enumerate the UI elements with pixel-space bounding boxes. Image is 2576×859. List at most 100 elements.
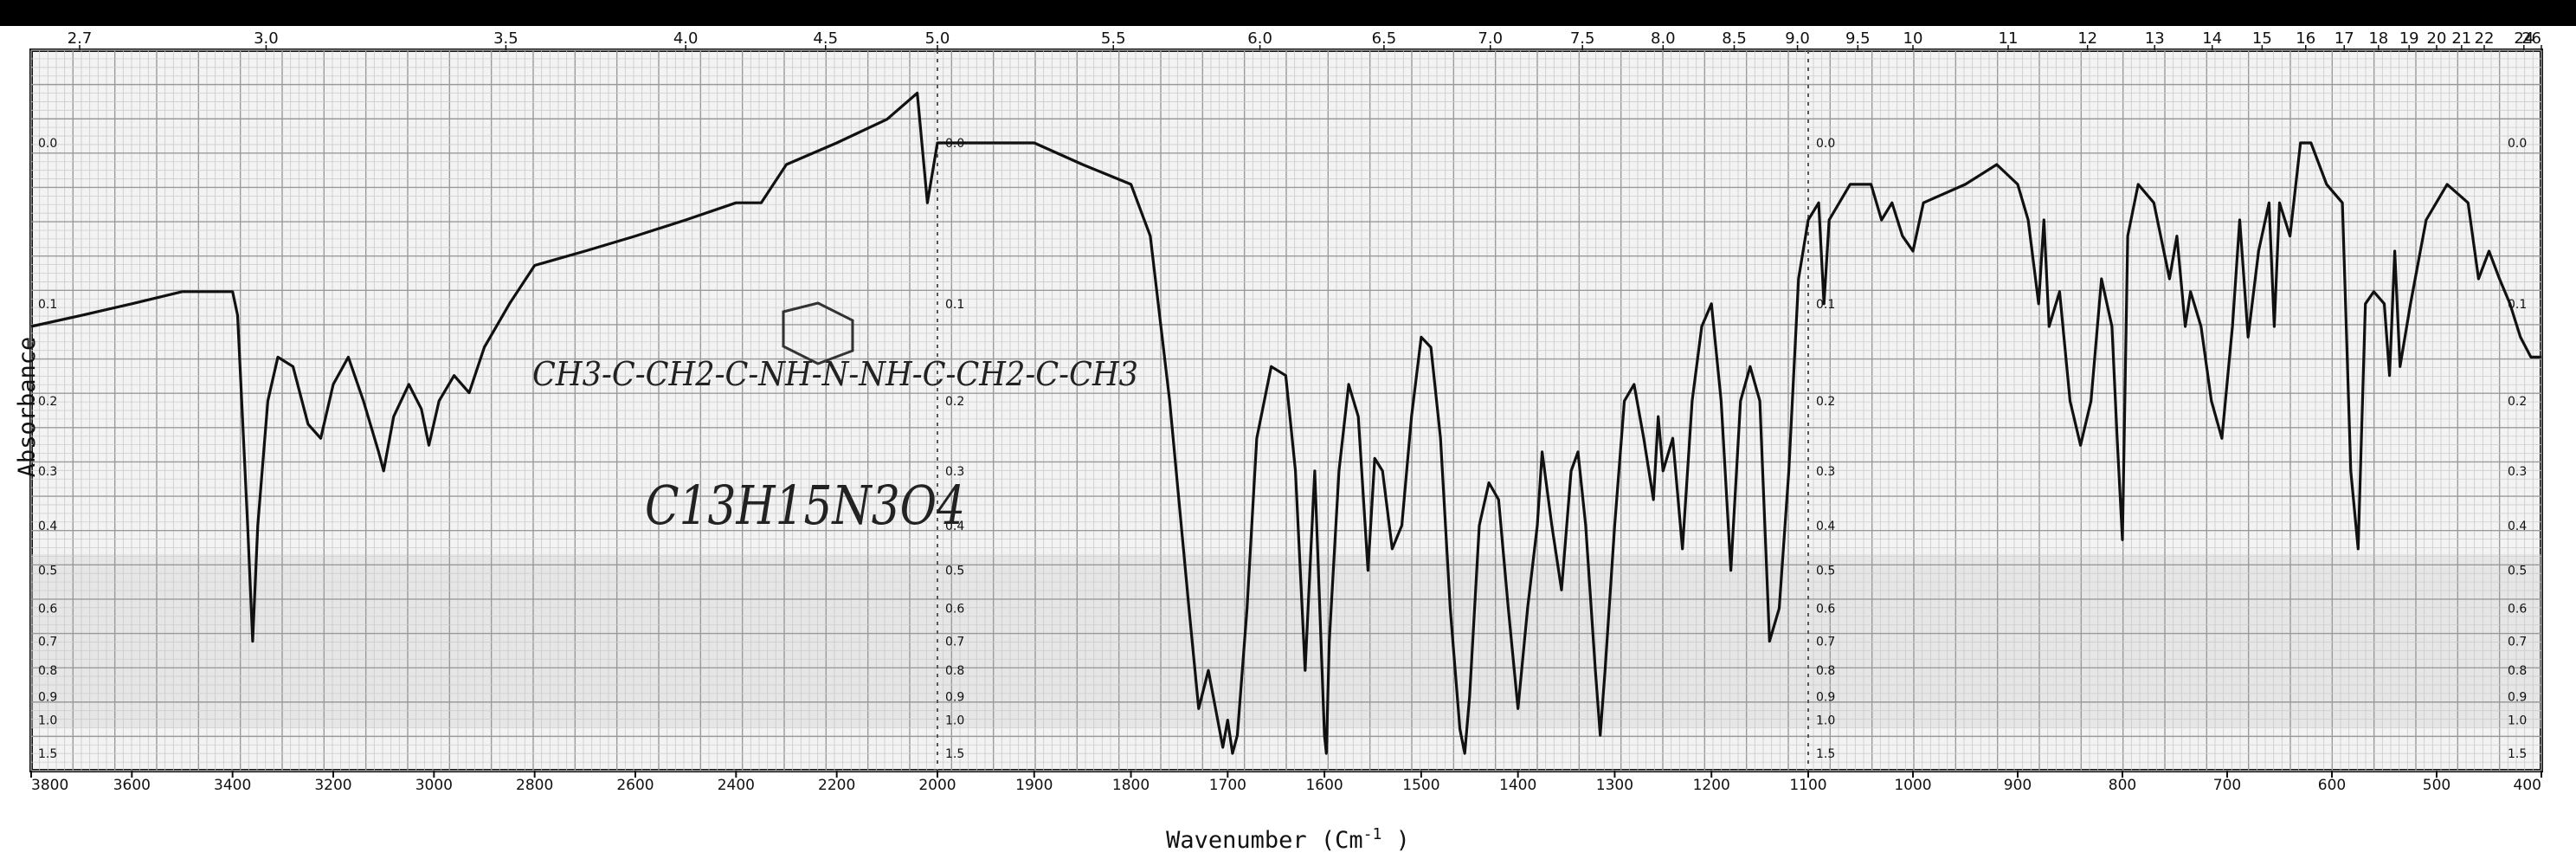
absorbance-tick-label: 0.3 bbox=[38, 465, 57, 479]
absorbance-tick-label: 1.0 bbox=[2508, 714, 2527, 728]
top-tick-label: 16 bbox=[2296, 29, 2315, 48]
absorbance-tick-label: 0.8 bbox=[945, 664, 964, 678]
top-tick-label: 4.0 bbox=[673, 29, 699, 48]
absorbance-tick-label: 0.9 bbox=[38, 690, 57, 704]
x-tick-label: 900 bbox=[2004, 777, 2032, 794]
top-tick-label: 14 bbox=[2202, 29, 2222, 48]
top-tick-label: 18 bbox=[2368, 29, 2388, 48]
absorbance-tick-label: 0.3 bbox=[2508, 465, 2527, 479]
top-tick-label: 5.5 bbox=[1101, 29, 1126, 48]
top-tick-label: 6.0 bbox=[1247, 29, 1272, 48]
absorbance-tick-label: 0.9 bbox=[1816, 690, 1835, 704]
x-axis-title: Wavenumber (Cm-1 ) bbox=[1166, 825, 1410, 855]
absorbance-tick-label: 1.0 bbox=[38, 714, 57, 728]
absorbance-tick-label: 0.2 bbox=[38, 395, 57, 409]
absorbance-tick-label: 0.7 bbox=[1816, 636, 1835, 649]
x-tick-label: 2000 bbox=[918, 777, 956, 794]
spectrum-line bbox=[30, 91, 2541, 755]
top-tick-label: 4.5 bbox=[813, 29, 838, 48]
absorbance-tick-labels: 0.0 0.1 0.2 0.3 0.4 0.5 0.6 0.7 0.8 0.9 1.0 1.5 0.0 0… bbox=[38, 137, 2527, 761]
x-tick-label: 1000 bbox=[1894, 777, 1931, 794]
x-tick-label: 2400 bbox=[718, 777, 755, 794]
top-tick-label: 12 bbox=[2077, 29, 2097, 48]
structure-annotation: CH3-C-CH2-C-NH-N-NH-C-CH2-C-CH3 C13H15N3… bbox=[532, 301, 1138, 537]
top-tick-label: 8.5 bbox=[1722, 29, 1747, 48]
absorbance-tick-label: 0.5 bbox=[1816, 565, 1835, 578]
x-tick-label: 1900 bbox=[1015, 777, 1053, 794]
top-tick-label: 21 bbox=[2451, 29, 2471, 48]
x-tick-label: 1400 bbox=[1499, 777, 1536, 794]
x-tick-label: 1700 bbox=[1209, 777, 1246, 794]
top-tick-label: 7.0 bbox=[1478, 29, 1503, 48]
x-tick-label: 2200 bbox=[818, 777, 855, 794]
absorbance-tick-label: 0.0 bbox=[1816, 137, 1835, 151]
absorbance-tick-label: 0.4 bbox=[945, 520, 964, 533]
bottom-wavenumber-axis: 3800 3600 3400 3200 3000 2800 2600 2400 2200 2000… bbox=[30, 771, 2542, 794]
x-tick-label: 1300 bbox=[1596, 777, 1633, 794]
top-tick-label: 10 bbox=[1903, 29, 1923, 48]
x-tick-label: 700 bbox=[2213, 777, 2241, 794]
top-tick-label: 3.5 bbox=[493, 29, 518, 48]
top-tick-label: 20 bbox=[2427, 29, 2447, 48]
x-tick-label: 3800 bbox=[31, 777, 68, 794]
top-tick-label: 2.7 bbox=[68, 29, 93, 48]
x-tick-label: 3200 bbox=[314, 777, 351, 794]
absorbance-tick-label: 1.5 bbox=[38, 747, 57, 761]
absorbance-tick-label: 0.9 bbox=[945, 690, 964, 704]
absorbance-tick-label: 0.6 bbox=[945, 602, 964, 616]
x-tick-label: 1200 bbox=[1693, 777, 1730, 794]
top-tick-label: 9.5 bbox=[1845, 29, 1871, 48]
absorbance-tick-label: 0.8 bbox=[2508, 664, 2527, 678]
absorbance-tick-label: 0.2 bbox=[2508, 395, 2527, 409]
absorbance-tick-label: 1.0 bbox=[1816, 714, 1835, 728]
absorbance-tick-label: 0.5 bbox=[2508, 565, 2527, 578]
top-tick-label: 13 bbox=[2145, 29, 2165, 48]
absorbance-tick-label: 0.4 bbox=[2508, 520, 2527, 533]
top-tick-label: 8.0 bbox=[1651, 29, 1676, 48]
absorbance-tick-label: 0.4 bbox=[38, 520, 57, 533]
x-tick-label: 1800 bbox=[1112, 777, 1150, 794]
top-tick-label: 7.5 bbox=[1570, 29, 1595, 48]
structure-sketch-text: CH3-C-CH2-C-NH-N-NH-C-CH2-C-CH3 bbox=[532, 355, 1138, 393]
top-tick-label: 24 bbox=[2514, 29, 2534, 48]
absorbance-tick-label: 0.1 bbox=[945, 298, 964, 312]
absorbance-tick-label: 0.0 bbox=[38, 137, 57, 151]
absorbance-tick-label: 0.3 bbox=[1816, 465, 1835, 479]
absorbance-tick-label: 0.6 bbox=[1816, 602, 1835, 616]
pyridine-ring-sketch bbox=[782, 301, 854, 365]
chart-grid bbox=[30, 49, 2542, 772]
molecular-formula: C13H15N3O4 bbox=[645, 474, 965, 537]
absorbance-tick-label: 0.5 bbox=[945, 565, 964, 578]
x-tick-label: 1100 bbox=[1789, 777, 1826, 794]
x-tick-label: 3000 bbox=[415, 777, 453, 794]
absorbance-tick-label: 1.5 bbox=[945, 747, 964, 761]
top-tick-label: 19 bbox=[2399, 29, 2419, 48]
top-black-bar bbox=[0, 0, 2576, 26]
top-tick-label: 9.0 bbox=[1785, 29, 1810, 48]
absorbance-tick-label: 1.5 bbox=[2508, 747, 2527, 761]
x-tick-label: 600 bbox=[2318, 777, 2346, 794]
top-tick-label: 6.5 bbox=[1372, 29, 1397, 48]
absorbance-tick-label: 1.0 bbox=[945, 714, 964, 728]
x-tick-label: 500 bbox=[2423, 777, 2450, 794]
y-axis-title: Absorbance bbox=[14, 337, 41, 478]
x-tick-label: 400 bbox=[2514, 777, 2541, 794]
top-tick-label: 22 bbox=[2475, 29, 2495, 48]
absorbance-tick-label: 0.1 bbox=[1816, 298, 1835, 312]
absorbance-tick-label: 0.7 bbox=[38, 636, 57, 649]
x-tick-label: 2800 bbox=[516, 777, 553, 794]
x-tick-label: 800 bbox=[2109, 777, 2136, 794]
top-tick-label: 17 bbox=[2334, 29, 2354, 48]
absorbance-tick-label: 0.8 bbox=[1816, 664, 1835, 678]
top-wavelength-axis: 2.7 3.0 3.5 4.0 4.5 5.0 5.5 6.0 6.5 7.0 7.5 8.0 8.5 9… bbox=[68, 29, 2542, 50]
x-tick-label: 3600 bbox=[113, 777, 151, 794]
top-tick-label: 15 bbox=[2252, 29, 2272, 48]
top-tick-label: 3.0 bbox=[254, 29, 279, 48]
absorbance-tick-label: 0.8 bbox=[38, 664, 57, 678]
absorbance-tick-label: 0.0 bbox=[2508, 137, 2527, 151]
absorbance-tick-label: 0.7 bbox=[2508, 636, 2527, 649]
top-tick-label: 11 bbox=[1999, 29, 2019, 48]
absorbance-tick-label: 0.5 bbox=[38, 565, 57, 578]
absorbance-tick-label: 0.2 bbox=[1816, 395, 1835, 409]
